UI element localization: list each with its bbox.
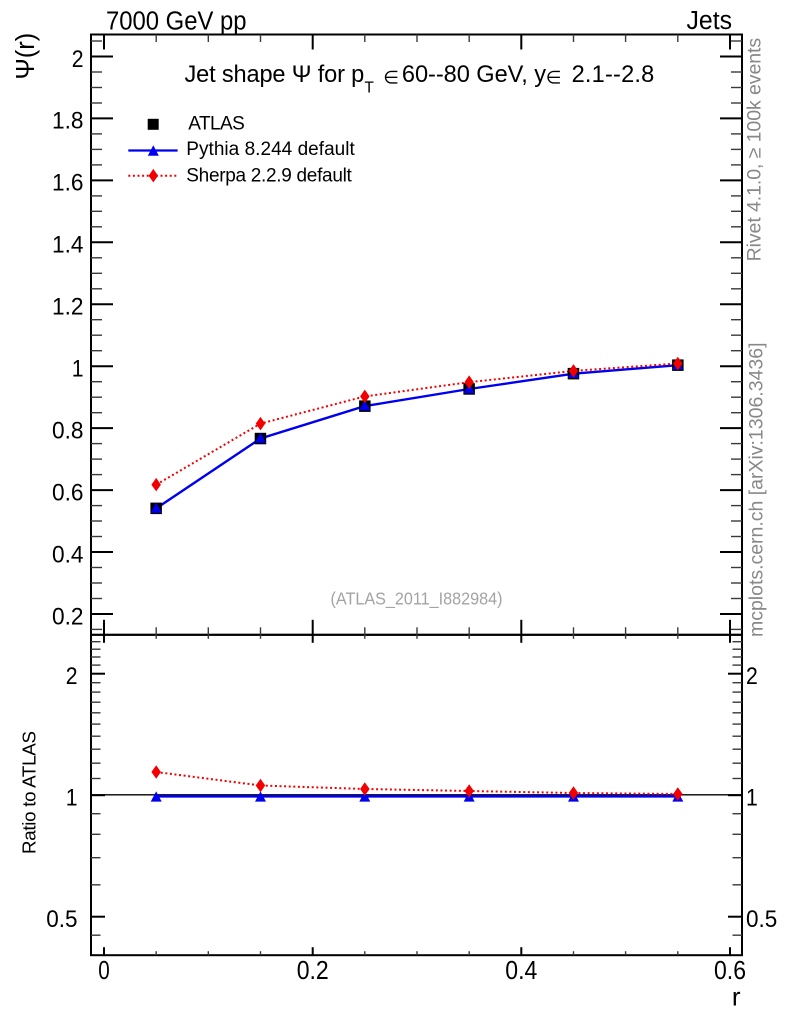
- svg-text:2: 2: [746, 663, 758, 690]
- svg-text:∈: ∈: [383, 67, 399, 87]
- svg-text:0.4: 0.4: [52, 541, 84, 568]
- svg-text:1.6: 1.6: [52, 170, 84, 197]
- svg-text:1: 1: [72, 356, 84, 383]
- svg-text:1.2: 1.2: [52, 294, 84, 321]
- svg-text:60--80 GeV, y: 60--80 GeV, y: [402, 62, 546, 88]
- svg-text:Sherpa 2.2.9 default: Sherpa 2.2.9 default: [186, 165, 352, 186]
- svg-text:T: T: [364, 80, 374, 97]
- svg-text:Ratio to ATLAS: Ratio to ATLAS: [19, 731, 40, 854]
- svg-text:0.6: 0.6: [52, 479, 84, 506]
- svg-text:1: 1: [66, 784, 78, 811]
- svg-text:2: 2: [72, 46, 84, 73]
- svg-text:Rivet 4.1.0, ≥ 100k events: Rivet 4.1.0, ≥ 100k events: [744, 38, 766, 262]
- svg-text:0.4: 0.4: [505, 955, 537, 985]
- svg-text:0.2: 0.2: [52, 603, 84, 630]
- svg-text:Ψ(r): Ψ(r): [12, 33, 40, 80]
- svg-text:0.6: 0.6: [714, 955, 746, 985]
- svg-text:2.1--2.8: 2.1--2.8: [572, 62, 655, 88]
- svg-text:Pythia 8.244 default: Pythia 8.244 default: [186, 139, 355, 160]
- svg-text:0: 0: [98, 955, 110, 985]
- svg-text:0.2: 0.2: [297, 955, 329, 985]
- svg-text:7000 GeV pp: 7000 GeV pp: [106, 7, 247, 35]
- svg-text:mcplots.cern.ch [arXiv:1306.34: mcplots.cern.ch [arXiv:1306.3436]: [746, 343, 768, 638]
- svg-text:1.4: 1.4: [52, 232, 84, 259]
- svg-text:0.5: 0.5: [46, 906, 77, 933]
- svg-text:1.8: 1.8: [52, 108, 84, 135]
- svg-text:r: r: [732, 982, 741, 1012]
- svg-text:Jet shape Ψ for p: Jet shape Ψ for p: [185, 62, 365, 88]
- svg-text:2: 2: [66, 663, 78, 690]
- svg-text:∈: ∈: [546, 67, 562, 87]
- svg-text:ATLAS: ATLAS: [188, 113, 245, 134]
- svg-text:0.5: 0.5: [746, 906, 777, 933]
- svg-text:0.8: 0.8: [52, 417, 84, 444]
- svg-text:Jets: Jets: [687, 7, 733, 35]
- svg-text:1: 1: [746, 784, 758, 811]
- svg-text:(ATLAS_2011_I882984): (ATLAS_2011_I882984): [331, 589, 503, 610]
